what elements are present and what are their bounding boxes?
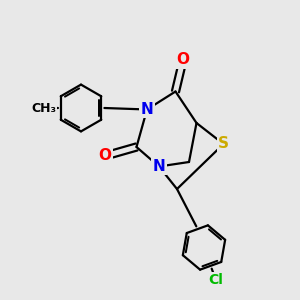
Text: N: N bbox=[153, 159, 165, 174]
Text: S: S bbox=[218, 136, 229, 152]
Text: Cl: Cl bbox=[208, 273, 224, 287]
Text: O: O bbox=[98, 148, 112, 164]
Text: N: N bbox=[141, 102, 153, 117]
Text: CH₃: CH₃ bbox=[31, 101, 56, 115]
Text: O: O bbox=[176, 52, 190, 68]
